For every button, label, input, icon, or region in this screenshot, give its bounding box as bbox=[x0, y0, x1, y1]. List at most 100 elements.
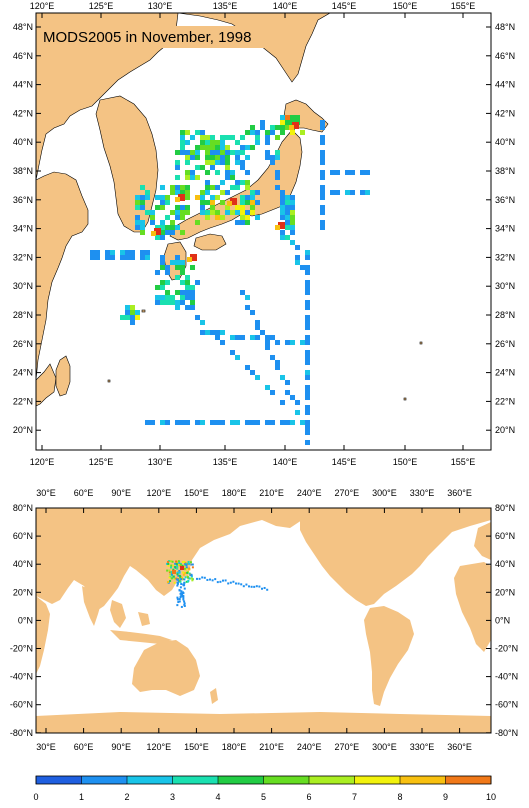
data-cell bbox=[305, 395, 310, 400]
data-cell bbox=[232, 580, 235, 583]
data-cell bbox=[265, 130, 270, 135]
lat-label-left: 32°N bbox=[13, 252, 33, 262]
colorbar-segment bbox=[36, 776, 82, 784]
lon-label-top: 120°E bbox=[146, 488, 171, 498]
colorbar-label: 1 bbox=[79, 792, 84, 802]
map-title: MODS2005 in November, 1998 bbox=[43, 29, 251, 46]
data-cell bbox=[245, 305, 250, 310]
data-cell bbox=[250, 420, 255, 425]
data-cell bbox=[305, 425, 310, 430]
data-cell bbox=[210, 140, 215, 145]
data-cell bbox=[215, 215, 220, 220]
colorbar-segment bbox=[309, 776, 355, 784]
data-cell bbox=[170, 295, 175, 300]
data-cell bbox=[255, 325, 260, 330]
data-cell bbox=[168, 569, 171, 572]
lat-label-right: 80°N bbox=[495, 503, 515, 513]
data-cell bbox=[290, 200, 295, 205]
data-cell bbox=[201, 576, 204, 579]
data-cell bbox=[179, 592, 182, 595]
data-cell bbox=[178, 598, 181, 601]
data-cell bbox=[240, 145, 245, 150]
data-cell-hot bbox=[154, 228, 161, 235]
data-cell bbox=[150, 420, 155, 425]
data-cell bbox=[183, 600, 186, 603]
data-cell-hot bbox=[180, 566, 184, 570]
data-cell bbox=[220, 160, 225, 165]
data-cell bbox=[184, 572, 187, 575]
data-cell bbox=[305, 255, 310, 260]
data-cell bbox=[335, 170, 340, 175]
data-cell bbox=[290, 195, 295, 200]
data-cell bbox=[290, 205, 295, 210]
data-cell-hot bbox=[289, 125, 294, 130]
data-cell bbox=[195, 145, 200, 150]
data-cell bbox=[169, 573, 172, 576]
data-cell bbox=[280, 205, 285, 210]
data-cell bbox=[205, 145, 210, 150]
data-cell bbox=[140, 225, 145, 230]
data-cell bbox=[305, 290, 310, 295]
data-cell-hot bbox=[187, 257, 192, 262]
lon-label-top: 155°E bbox=[451, 1, 476, 11]
data-cell bbox=[225, 205, 230, 210]
data-cell bbox=[245, 215, 250, 220]
data-cell bbox=[174, 562, 177, 565]
data-cell bbox=[250, 145, 255, 150]
data-cell bbox=[183, 560, 186, 563]
data-cell bbox=[160, 295, 165, 300]
lat-label-right: 44°N bbox=[495, 80, 515, 90]
data-cell bbox=[295, 400, 300, 405]
data-cell bbox=[245, 195, 250, 200]
data-cell bbox=[166, 562, 169, 565]
data-cell bbox=[285, 235, 290, 240]
data-cell bbox=[160, 300, 165, 305]
data-cell bbox=[168, 560, 171, 563]
data-cell bbox=[175, 225, 180, 230]
data-cell bbox=[290, 215, 295, 220]
data-cell bbox=[200, 420, 205, 425]
data-cell bbox=[160, 220, 165, 225]
data-cell bbox=[215, 155, 220, 160]
lat-label-left: 22°N bbox=[13, 396, 33, 406]
data-cell bbox=[245, 155, 250, 160]
data-cell bbox=[190, 150, 195, 155]
data-cell bbox=[190, 563, 193, 566]
data-cell bbox=[210, 135, 215, 140]
data-cell bbox=[200, 195, 205, 200]
data-cell bbox=[295, 115, 300, 120]
data-cell bbox=[235, 420, 240, 425]
data-cell bbox=[130, 310, 135, 315]
data-cell bbox=[240, 335, 245, 340]
data-cell bbox=[215, 335, 220, 340]
data-cell bbox=[140, 205, 145, 210]
data-cell bbox=[300, 130, 305, 135]
data-cell bbox=[176, 565, 179, 568]
data-cell bbox=[230, 210, 235, 215]
data-cell bbox=[225, 210, 230, 215]
data-cell bbox=[215, 420, 220, 425]
data-cell bbox=[210, 195, 215, 200]
data-cell bbox=[225, 175, 230, 180]
colorbar-label: 10 bbox=[486, 792, 496, 802]
data-cell bbox=[155, 225, 160, 230]
data-cell bbox=[185, 562, 188, 565]
lat-label-right: 36°N bbox=[495, 195, 515, 205]
data-cell-hot bbox=[190, 254, 197, 261]
data-cell bbox=[205, 140, 210, 145]
data-cell bbox=[175, 175, 180, 180]
data-cell bbox=[170, 185, 175, 190]
data-cell bbox=[170, 571, 173, 574]
data-cell bbox=[175, 420, 180, 425]
data-cell bbox=[170, 225, 175, 230]
data-cell bbox=[135, 225, 140, 230]
data-cell bbox=[305, 280, 310, 285]
data-cell bbox=[270, 160, 275, 165]
data-cell bbox=[265, 150, 270, 155]
data-cell bbox=[350, 170, 355, 175]
data-cell bbox=[240, 160, 245, 165]
data-cell bbox=[215, 145, 220, 150]
data-cell bbox=[305, 385, 310, 390]
data-cell bbox=[155, 195, 160, 200]
